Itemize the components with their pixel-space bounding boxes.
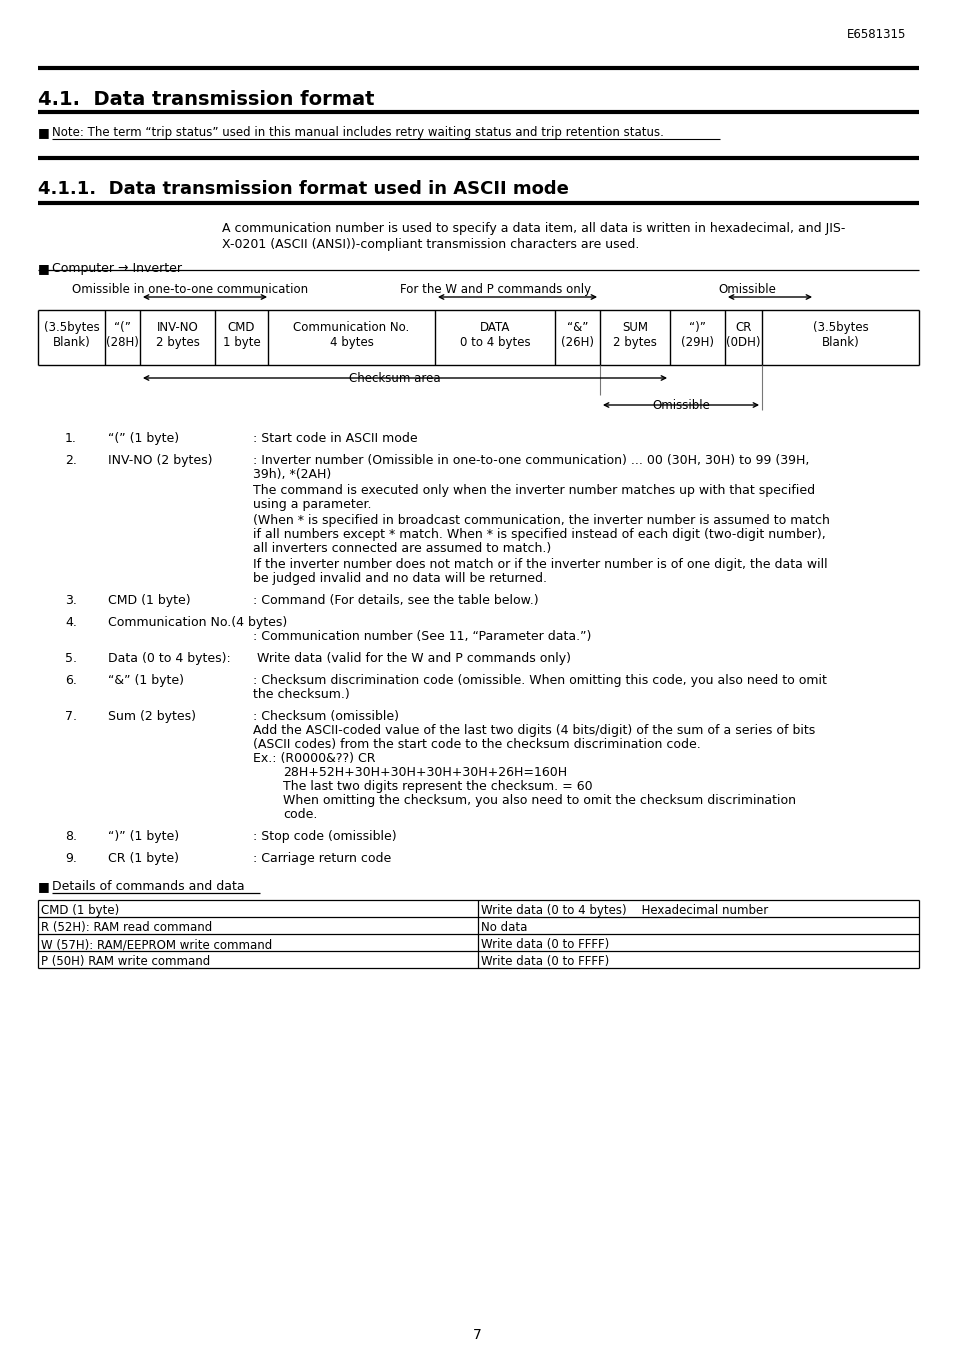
Text: For the W and P commands only: For the W and P commands only	[399, 284, 591, 296]
Text: DATA: DATA	[479, 321, 510, 333]
Text: the checksum.): the checksum.)	[253, 688, 350, 701]
Text: : Command (For details, see the table below.): : Command (For details, see the table be…	[253, 594, 538, 608]
Text: 4.: 4.	[65, 616, 77, 629]
Text: If the inverter number does not match or if the inverter number is of one digit,: If the inverter number does not match or…	[253, 558, 827, 571]
Text: 2.: 2.	[65, 454, 77, 467]
Text: : Start code in ASCII mode: : Start code in ASCII mode	[253, 432, 417, 446]
Text: 1 byte: 1 byte	[222, 336, 260, 350]
Text: Add the ASCII-coded value of the last two digits (4 bits/digit) of the sum of a : Add the ASCII-coded value of the last tw…	[253, 724, 815, 737]
Text: “(”: “(”	[114, 321, 131, 333]
Text: : Communication number (See 11, “Parameter data.”): : Communication number (See 11, “Paramet…	[253, 630, 591, 643]
Text: Computer → Inverter: Computer → Inverter	[52, 262, 182, 275]
Text: Omissible in one-to-one communication: Omissible in one-to-one communication	[71, 284, 308, 296]
Text: (When * is specified in broadcast communication, the inverter number is assumed : (When * is specified in broadcast commun…	[253, 514, 829, 526]
Text: “&” (1 byte): “&” (1 byte)	[108, 674, 184, 687]
Text: A communication number is used to specify a data item, all data is written in he: A communication number is used to specif…	[222, 221, 844, 235]
Text: Sum (2 bytes): Sum (2 bytes)	[108, 710, 195, 724]
Text: No data: No data	[480, 921, 527, 934]
Text: “)”: “)”	[688, 321, 705, 333]
Text: (28H): (28H)	[106, 336, 139, 350]
Text: E6581315: E6581315	[846, 28, 905, 40]
Text: SUM: SUM	[621, 321, 647, 333]
Text: : Checksum discrimination code (omissible. When omitting this code, you also nee: : Checksum discrimination code (omissibl…	[253, 674, 826, 687]
Text: 39h), *(2AH): 39h), *(2AH)	[253, 468, 331, 481]
Text: The command is executed only when the inverter number matches up with that speci: The command is executed only when the in…	[253, 485, 814, 497]
Text: CMD (1 byte): CMD (1 byte)	[108, 594, 191, 608]
Text: code.: code.	[283, 809, 317, 821]
Text: 0 to 4 bytes: 0 to 4 bytes	[459, 336, 530, 350]
Text: Details of commands and data: Details of commands and data	[52, 880, 244, 892]
Text: : Stop code (omissible): : Stop code (omissible)	[253, 830, 396, 842]
Text: CMD: CMD	[228, 321, 255, 333]
Text: Write data (0 to 4 bytes)    Hexadecimal number: Write data (0 to 4 bytes) Hexadecimal nu…	[480, 904, 767, 917]
Text: Ex.: (R0000&??) CR: Ex.: (R0000&??) CR	[253, 752, 375, 765]
Text: (ASCII codes) from the start code to the checksum discrimination code.: (ASCII codes) from the start code to the…	[253, 738, 700, 751]
Text: Write data (0 to FFFF): Write data (0 to FFFF)	[480, 954, 609, 968]
Text: 7: 7	[472, 1328, 481, 1342]
Text: (3.5bytes: (3.5bytes	[44, 321, 99, 333]
Text: 6.: 6.	[65, 674, 77, 687]
Text: (26H): (26H)	[560, 336, 594, 350]
Text: 4.1.1.  Data transmission format used in ASCII mode: 4.1.1. Data transmission format used in …	[38, 180, 568, 198]
Text: Write data (0 to FFFF): Write data (0 to FFFF)	[480, 938, 609, 950]
Text: (0DH): (0DH)	[725, 336, 760, 350]
Text: ■: ■	[38, 126, 50, 139]
Text: The last two digits represent the checksum. = 60: The last two digits represent the checks…	[283, 780, 592, 792]
Text: W (57H): RAM/EEPROM write command: W (57H): RAM/EEPROM write command	[41, 938, 272, 950]
Text: 28H+52H+30H+30H+30H+30H+26H=160H: 28H+52H+30H+30H+30H+30H+26H=160H	[283, 765, 566, 779]
Text: Blank): Blank)	[821, 336, 859, 350]
Text: : Checksum (omissible): : Checksum (omissible)	[253, 710, 398, 724]
Text: Note: The term “trip status” used in this manual includes retry waiting status a: Note: The term “trip status” used in thi…	[52, 126, 663, 139]
Text: Communication No.: Communication No.	[294, 321, 409, 333]
Text: (3.5bytes: (3.5bytes	[812, 321, 867, 333]
Text: (29H): (29H)	[680, 336, 713, 350]
Text: ■: ■	[38, 880, 50, 892]
Text: Blank): Blank)	[52, 336, 91, 350]
Text: Omissible: Omissible	[652, 400, 709, 412]
Text: 1.: 1.	[65, 432, 77, 446]
Text: INV-NO: INV-NO	[156, 321, 198, 333]
Text: Data (0 to 4 bytes):: Data (0 to 4 bytes):	[108, 652, 231, 666]
Text: INV-NO (2 bytes): INV-NO (2 bytes)	[108, 454, 213, 467]
Text: Omissible: Omissible	[718, 284, 775, 296]
Text: be judged invalid and no data will be returned.: be judged invalid and no data will be re…	[253, 572, 546, 585]
Text: CR: CR	[735, 321, 751, 333]
Text: Checksum area: Checksum area	[349, 373, 440, 385]
Text: Communication No.(4 bytes): Communication No.(4 bytes)	[108, 616, 287, 629]
Text: “(” (1 byte): “(” (1 byte)	[108, 432, 179, 446]
Text: 9.: 9.	[65, 852, 77, 865]
Text: CMD (1 byte): CMD (1 byte)	[41, 904, 119, 917]
Text: “&”: “&”	[566, 321, 588, 333]
Text: : Inverter number (Omissible in one-to-one communication) ... 00 (30H, 30H) to 9: : Inverter number (Omissible in one-to-o…	[253, 454, 808, 467]
Text: ■: ■	[38, 262, 50, 275]
Text: 7.: 7.	[65, 710, 77, 724]
Text: 4.1.  Data transmission format: 4.1. Data transmission format	[38, 90, 375, 109]
Text: 2 bytes: 2 bytes	[613, 336, 657, 350]
Text: 5.: 5.	[65, 652, 77, 666]
Text: 8.: 8.	[65, 830, 77, 842]
Text: 3.: 3.	[65, 594, 77, 608]
Text: if all numbers except * match. When * is specified instead of each digit (two-di: if all numbers except * match. When * is…	[253, 528, 825, 541]
Text: using a parameter.: using a parameter.	[253, 498, 371, 512]
Text: “)” (1 byte): “)” (1 byte)	[108, 830, 179, 842]
Text: 2 bytes: 2 bytes	[155, 336, 199, 350]
Text: X-0201 (ASCII (ANSI))-compliant transmission characters are used.: X-0201 (ASCII (ANSI))-compliant transmis…	[222, 238, 639, 251]
Text: When omitting the checksum, you also need to omit the checksum discrimination: When omitting the checksum, you also nee…	[283, 794, 795, 807]
Text: 4 bytes: 4 bytes	[329, 336, 373, 350]
Text: CR (1 byte): CR (1 byte)	[108, 852, 179, 865]
Text: all inverters connected are assumed to match.): all inverters connected are assumed to m…	[253, 541, 551, 555]
Text: R (52H): RAM read command: R (52H): RAM read command	[41, 921, 212, 934]
Text: Write data (valid for the W and P commands only): Write data (valid for the W and P comman…	[253, 652, 571, 666]
Text: : Carriage return code: : Carriage return code	[253, 852, 391, 865]
Text: P (50H) RAM write command: P (50H) RAM write command	[41, 954, 210, 968]
